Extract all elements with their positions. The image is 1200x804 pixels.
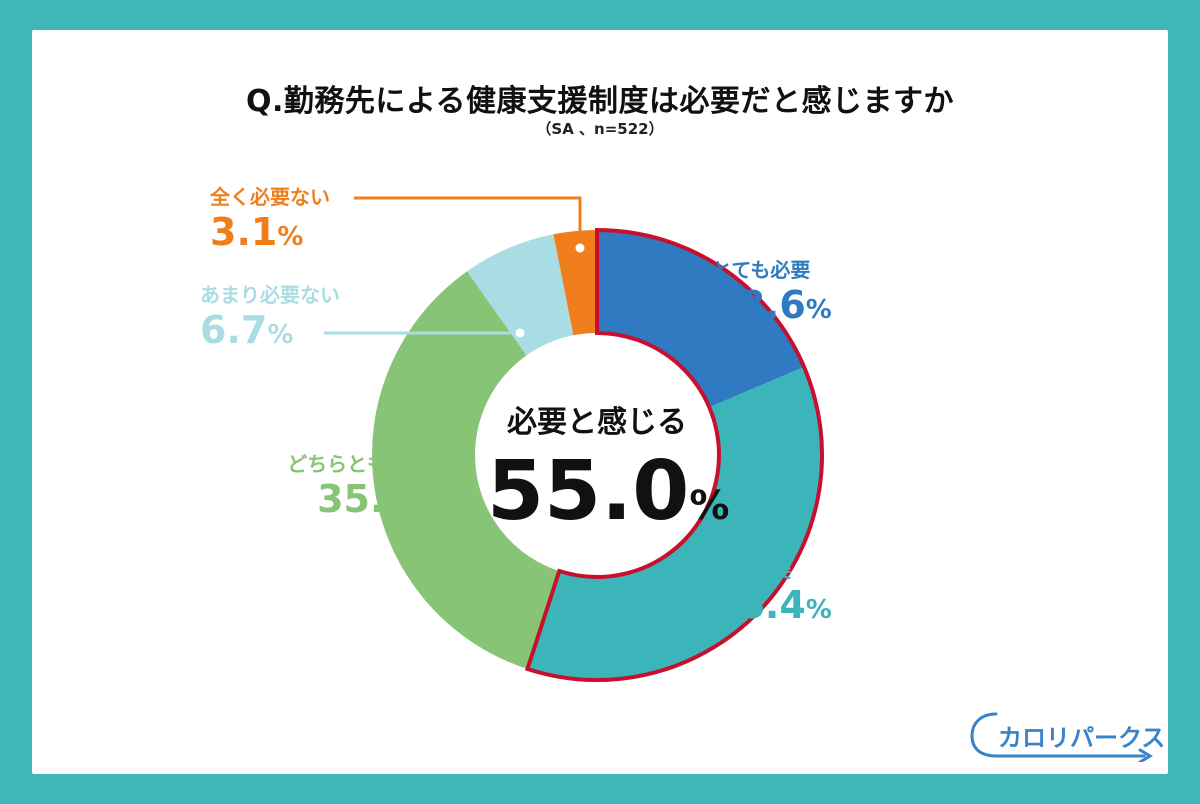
slice-4 (553, 230, 597, 336)
brand-logo: カロリパークス (968, 706, 1165, 762)
slice-label-name-2: どちらともいえない (287, 452, 467, 476)
donut-chart (324, 196, 824, 682)
slice-1 (527, 366, 822, 680)
slice-label-4: 全く必要ない 3.1% (210, 187, 330, 251)
chart-card: Q.勤務先による健康支援制度は必要だと感じますか （SA 、n=522） 必要と… (32, 30, 1168, 774)
slice-2 (371, 271, 560, 669)
slice-label-name-0: とても必要 (712, 258, 811, 282)
leader-line-3-dot (512, 325, 528, 341)
slice-label-value-3: 6.7% (200, 308, 294, 352)
slice-0 (597, 230, 805, 408)
slice-3 (467, 234, 574, 356)
leader-line-4 (354, 196, 582, 248)
slice-label-name-1: やや必要 (712, 558, 792, 582)
slice-label-0: とても必要 18.6% (712, 260, 832, 324)
center-value: 55.0% (487, 444, 730, 539)
highlight-outline (524, 227, 824, 682)
slice-label-value-1: 36.4% (712, 583, 832, 627)
chart-subtitle: （SA 、n=522） (536, 120, 664, 138)
slice-label-3: あまり必要ない 6.7% (200, 285, 340, 349)
slice-label-2: どちらともいえない 35.2% (262, 454, 492, 518)
logo-text: カロリパークス (998, 724, 1166, 752)
chart-title: Q.勤務先による健康支援制度は必要だと感じますか (246, 84, 954, 119)
center-label: 必要と感じる 55.0% (487, 397, 730, 539)
slice-label-1: やや必要 36.4% (712, 560, 832, 624)
slice-label-value-0: 18.6% (712, 283, 832, 327)
slice-label-value-4: 3.1% (210, 210, 304, 254)
slice-label-value-2: 35.2% (317, 477, 437, 521)
center-name: 必要と感じる (507, 405, 687, 440)
slice-label-name-3: あまり必要ない (200, 283, 340, 307)
leader-line-4-dot (572, 240, 588, 256)
slice-label-name-4: 全く必要ない (210, 185, 330, 209)
